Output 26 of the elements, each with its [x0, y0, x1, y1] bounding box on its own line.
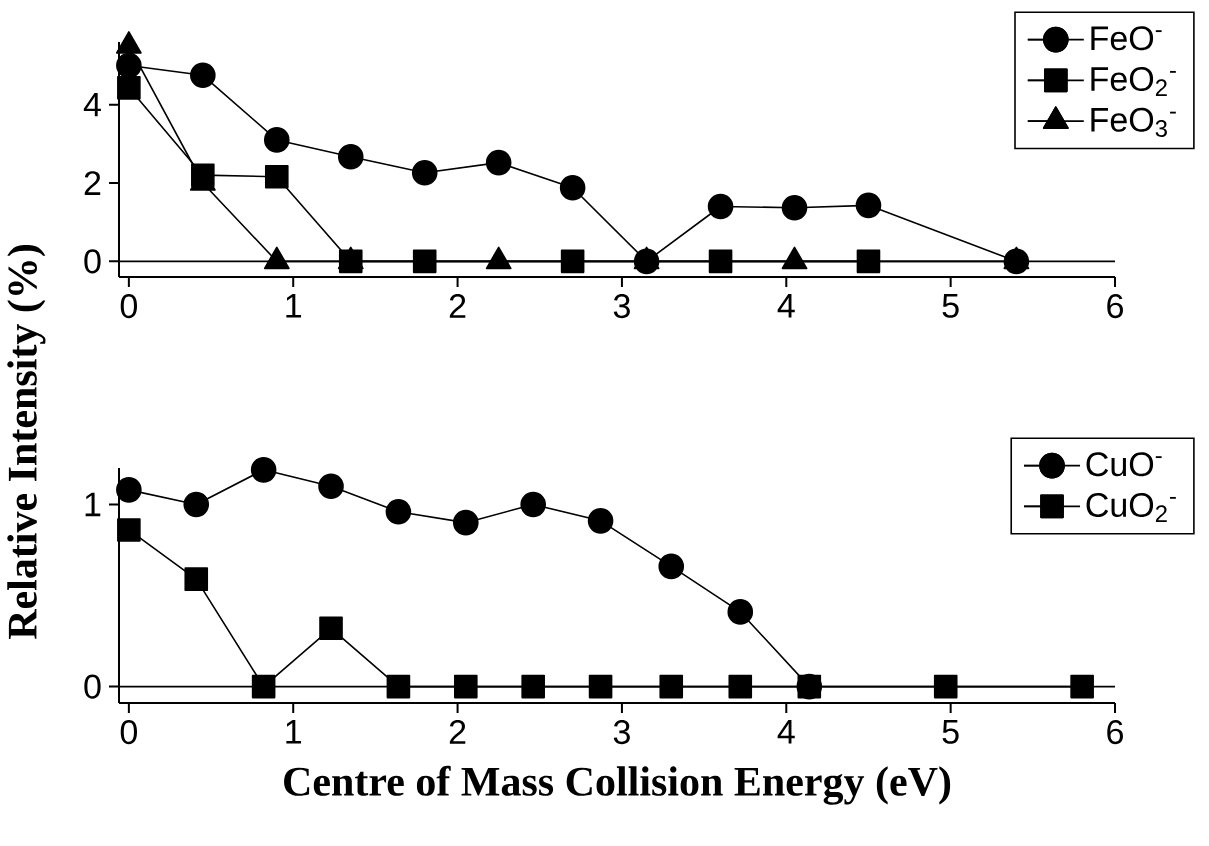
x-tick-label: 6 [1107, 294, 1123, 319]
y-tick-label: 0 [84, 674, 101, 699]
x-tick-label: 4 [777, 294, 795, 318]
x-tick-label: 1 [286, 720, 302, 744]
x-tick-label: 0 [120, 720, 138, 745]
legend-label: FeO$_{2}$- [1091, 66, 1176, 96]
x-tick-label: 1 [286, 294, 302, 318]
x-tick-label: 2 [449, 720, 466, 744]
x-axis-title: Centre of Mass Collision Energy (eV) [284, 765, 951, 805]
legend-label: FeO$^{-}$ [1091, 26, 1162, 51]
x-tick-label: 2 [449, 294, 466, 318]
y-tick-label: 1 [85, 492, 101, 517]
legend-label: CuO$_{2}$- [1086, 493, 1176, 522]
x-tick-label: 3 [613, 294, 630, 319]
x-tick-label: 6 [1107, 720, 1123, 745]
y-axis-title: Relative Intensity (%) [7, 245, 46, 640]
legend-label: CuO$^{-}$ [1086, 452, 1162, 477]
x-tick-label: 4 [777, 720, 795, 744]
y-tick-label: 2 [84, 171, 101, 195]
x-tick-label: 5 [942, 294, 959, 318]
legend-label: FeO$_{3}$- [1091, 107, 1176, 137]
x-tick-label: 3 [613, 720, 630, 745]
y-tick-label: 0 [84, 249, 101, 274]
y-tick-label: 4 [83, 92, 101, 117]
x-tick-label: 5 [942, 720, 959, 744]
x-tick-label: 0 [120, 294, 138, 319]
